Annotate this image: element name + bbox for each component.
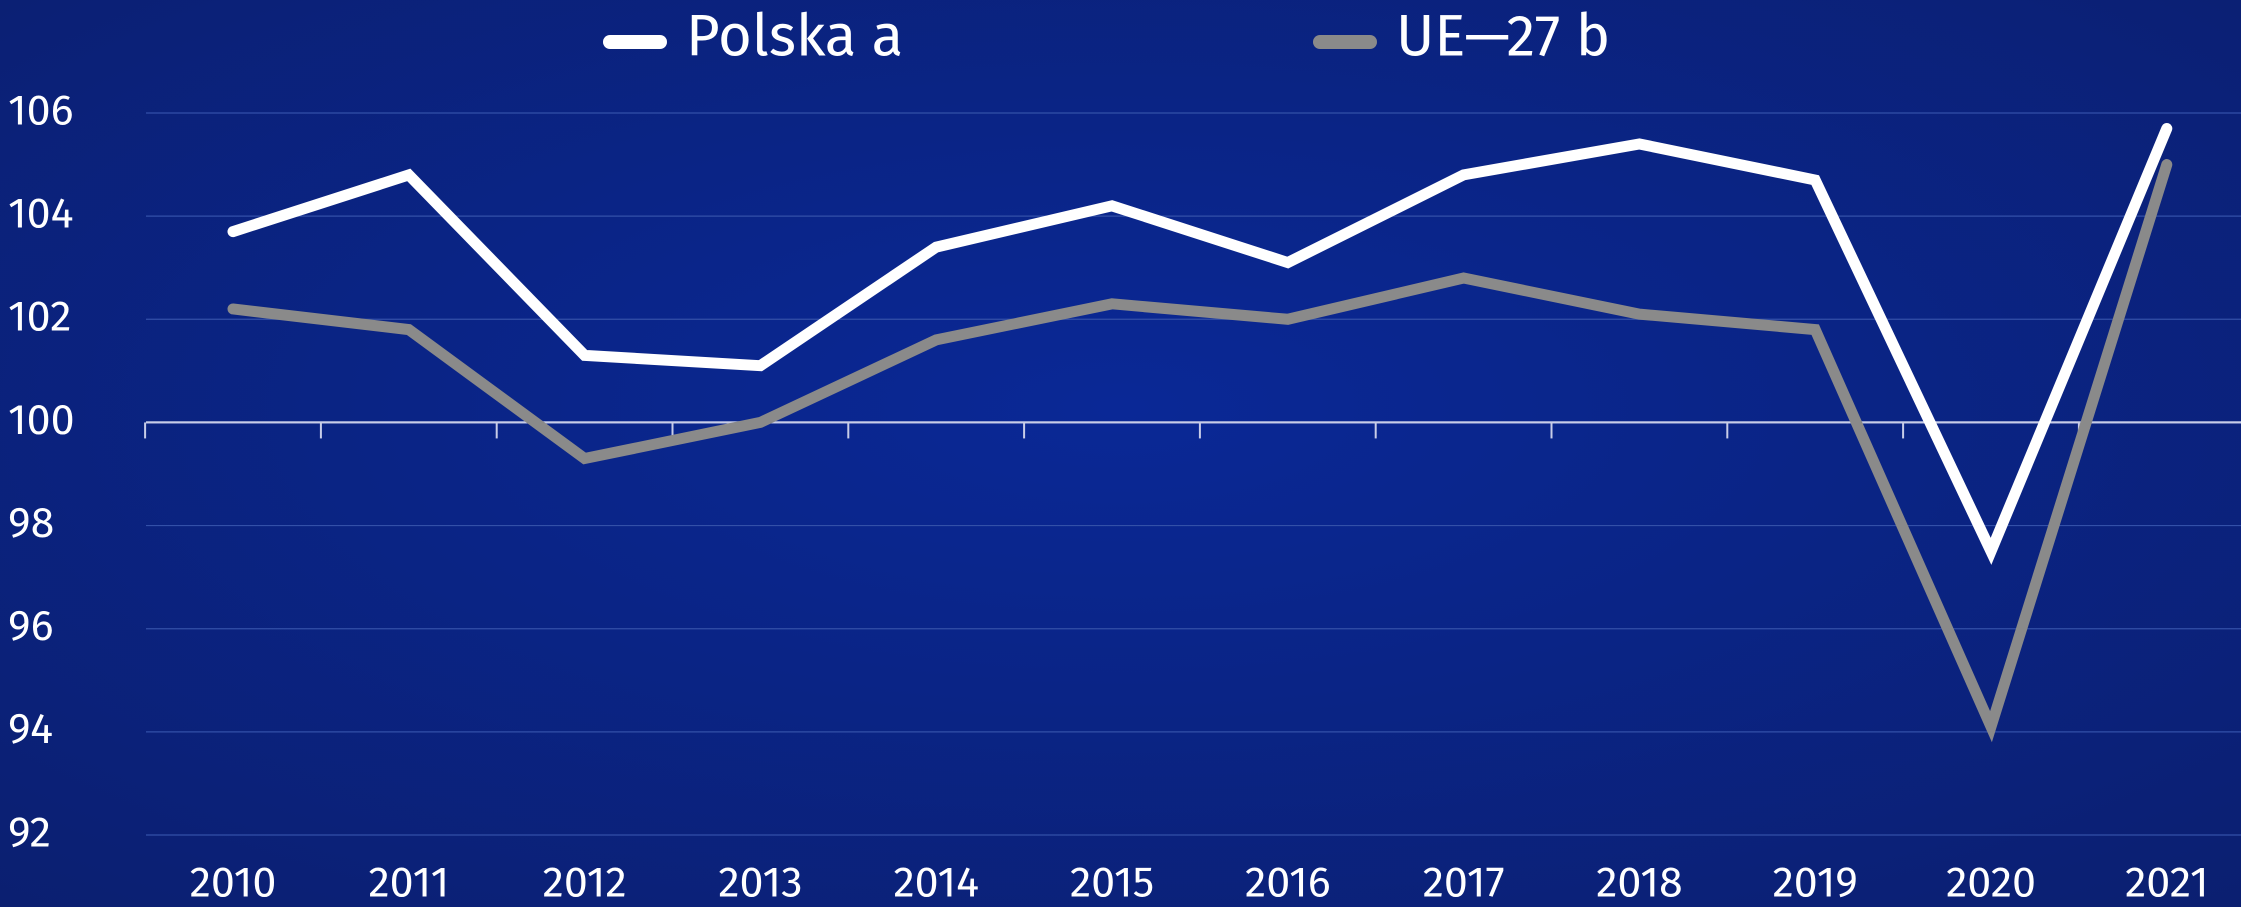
x-tick-label: 2011 xyxy=(368,857,449,907)
labels: 92 94 96 98 100 102 104 106 2010 2011 2012 2013 2014… xyxy=(8,2,2209,907)
x-tick-label: 2012 xyxy=(543,857,627,907)
x-tick-label: 2015 xyxy=(1070,857,1154,907)
series-line xyxy=(227,159,2173,743)
x-tick-label: 2019 xyxy=(1772,857,1857,907)
legend-label: UE—27 b xyxy=(1396,2,1610,71)
y-tick-label: 100 xyxy=(8,395,75,446)
x-tick-label: 2013 xyxy=(718,857,802,907)
x-tick-label: 2021 xyxy=(2125,857,2209,907)
x-tick-label: 2018 xyxy=(1596,857,1683,907)
grid xyxy=(144,112,2241,836)
series-line xyxy=(227,122,2173,565)
y-tick-label: 94 xyxy=(8,704,53,755)
x-tick-label: 2014 xyxy=(893,857,979,907)
x-tick-label: 2017 xyxy=(1423,857,1505,907)
y-tick-label: 92 xyxy=(8,807,51,858)
y-tick-label: 106 xyxy=(8,85,74,136)
plot xyxy=(227,122,2173,743)
y-tick-label: 104 xyxy=(8,188,74,239)
x-tick-label: 2010 xyxy=(190,857,277,907)
x-tick-label: 2020 xyxy=(1946,857,2036,907)
y-tick-label: 102 xyxy=(8,292,71,343)
y-tick-label: 96 xyxy=(8,601,54,652)
legend-label: Polska a xyxy=(686,2,903,71)
x-tick-label: 2016 xyxy=(1245,857,1331,907)
y-tick-label: 98 xyxy=(8,498,54,549)
